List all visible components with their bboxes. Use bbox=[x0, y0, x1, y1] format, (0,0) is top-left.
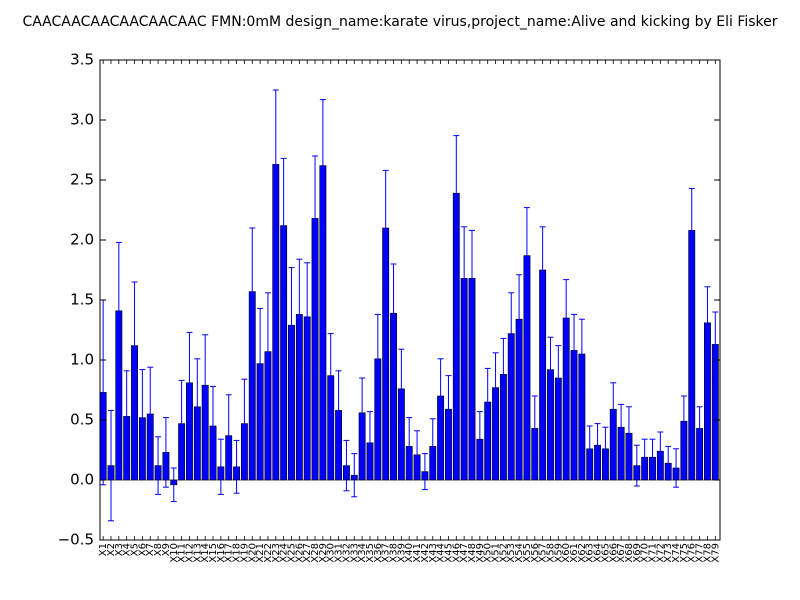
x-tick-label: X62 bbox=[577, 543, 588, 563]
y-axis: −0.5 0.0 0.5 1.0 1.5 2.0 2.5 3.0 3.5 bbox=[58, 51, 720, 549]
x-tick-label: X66 bbox=[608, 543, 619, 563]
x-tick-label: X74 bbox=[671, 543, 682, 563]
x-tick-label: X3 bbox=[114, 543, 125, 556]
x-tick-label: X38 bbox=[389, 543, 400, 563]
x-tick-label: X59 bbox=[553, 543, 564, 563]
x-tick-label: X58 bbox=[545, 543, 556, 563]
x-tick-label: X9 bbox=[161, 543, 172, 556]
x-tick-label: X7 bbox=[145, 543, 156, 556]
x-tick-label: X68 bbox=[624, 543, 635, 563]
x-tick-label: X69 bbox=[632, 543, 643, 563]
x-tick-label: X29 bbox=[318, 543, 329, 563]
x-tick-label: X13 bbox=[192, 543, 203, 563]
x-tick-label: X51 bbox=[491, 543, 502, 563]
x-tick-label: X27 bbox=[302, 543, 313, 563]
y-tick-label: 0.5 bbox=[70, 411, 94, 429]
x-tick-label: X31 bbox=[334, 543, 345, 563]
x-tick-label: X67 bbox=[616, 543, 627, 563]
x-tick-label: X63 bbox=[585, 543, 596, 563]
x-tick-label: X22 bbox=[263, 543, 274, 563]
x-tick-label: X18 bbox=[232, 543, 243, 563]
x-tick-label: X46 bbox=[451, 543, 462, 563]
x-tick-label: X77 bbox=[695, 543, 706, 563]
x-tick-label: X19 bbox=[239, 543, 250, 563]
y-tick-label: 2.0 bbox=[70, 231, 94, 249]
x-tick-label: X28 bbox=[310, 543, 321, 563]
x-tick-label: X72 bbox=[655, 543, 666, 563]
x-tick-label: X12 bbox=[184, 543, 195, 563]
x-tick-label: X14 bbox=[200, 543, 211, 563]
x-tick-label: X20 bbox=[247, 543, 258, 563]
x-tick-label: X43 bbox=[428, 543, 439, 563]
x-tick-label: X54 bbox=[514, 543, 525, 563]
x-tick-label: X30 bbox=[326, 543, 337, 563]
x-tick-label: X57 bbox=[538, 543, 549, 563]
x-tick-label: X56 bbox=[530, 543, 541, 563]
x-tick-label: X50 bbox=[483, 543, 494, 563]
y-tick-label: 0.0 bbox=[70, 471, 94, 489]
x-tick-label: X49 bbox=[475, 543, 486, 563]
x-tick-label: X65 bbox=[600, 543, 611, 563]
x-tick-label: X4 bbox=[122, 543, 133, 556]
plot-frame bbox=[99, 59, 721, 541]
x-tick-label: X2 bbox=[106, 543, 117, 556]
x-tick-label: X48 bbox=[467, 543, 478, 563]
x-tick-label: X16 bbox=[216, 543, 227, 563]
x-tick-label: X76 bbox=[687, 543, 698, 563]
x-tick-label: X52 bbox=[498, 543, 509, 563]
x-tick-label: X36 bbox=[373, 543, 384, 563]
x-tick-label: X78 bbox=[702, 543, 713, 563]
x-tick-label: X37 bbox=[381, 543, 392, 563]
x-tick-label: X53 bbox=[506, 543, 517, 563]
x-tick-label: X44 bbox=[436, 543, 447, 563]
x-tick-label: X55 bbox=[522, 543, 533, 563]
error-bars-group bbox=[100, 89, 719, 522]
x-tick-label: X47 bbox=[459, 543, 470, 563]
x-tick-label: X61 bbox=[569, 543, 580, 563]
x-tick-label: X25 bbox=[286, 543, 297, 563]
x-tick-label: X75 bbox=[679, 543, 690, 563]
x-tick-label: X1 bbox=[98, 543, 109, 556]
x-tick-label: X21 bbox=[255, 543, 266, 563]
x-tick-label: X10 bbox=[169, 543, 180, 563]
x-tick-label: X79 bbox=[710, 543, 721, 563]
x-tick-label: X11 bbox=[177, 543, 188, 563]
x-tick-label: X15 bbox=[208, 543, 219, 563]
x-tick-label: X42 bbox=[420, 543, 431, 563]
x-tick-label: X35 bbox=[365, 543, 376, 563]
y-tick-label: 3.0 bbox=[70, 111, 94, 129]
x-tick-label: X70 bbox=[640, 543, 651, 563]
x-tick-label: X26 bbox=[294, 543, 305, 563]
x-tick-label: X34 bbox=[357, 543, 368, 563]
x-tick-label: X39 bbox=[396, 543, 407, 563]
chart-title: CAACAACAACAACAACAAC FMN:0mM design_name:… bbox=[22, 14, 777, 30]
x-tick-label: X8 bbox=[153, 543, 164, 556]
x-tick-label: X17 bbox=[224, 543, 235, 563]
x-tick-label: X24 bbox=[279, 543, 290, 563]
x-tick-label: X60 bbox=[561, 543, 572, 563]
y-tick-label: 1.5 bbox=[70, 291, 94, 309]
y-tick-label: −0.5 bbox=[58, 531, 94, 549]
x-tick-label: X6 bbox=[137, 543, 148, 556]
x-tick-label: X73 bbox=[663, 543, 674, 563]
y-tick-label: 1.0 bbox=[70, 351, 94, 369]
x-tick-label: X40 bbox=[404, 543, 415, 563]
y-tick-label: 2.5 bbox=[70, 171, 94, 189]
x-tick-label: X45 bbox=[443, 543, 454, 563]
x-tick-label: X32 bbox=[341, 543, 352, 563]
x-axis: X1X2X3X4X5X6X7X8X9X10X11X12X13X14X15X16X… bbox=[98, 60, 721, 563]
x-tick-label: X71 bbox=[648, 543, 659, 563]
x-tick-label: X33 bbox=[349, 543, 360, 563]
x-tick-label: X23 bbox=[271, 543, 282, 563]
x-tick-label: X41 bbox=[412, 543, 423, 563]
x-tick-label: X5 bbox=[130, 543, 141, 556]
x-tick-label: X64 bbox=[593, 543, 604, 563]
y-tick-label: 3.5 bbox=[70, 51, 94, 69]
